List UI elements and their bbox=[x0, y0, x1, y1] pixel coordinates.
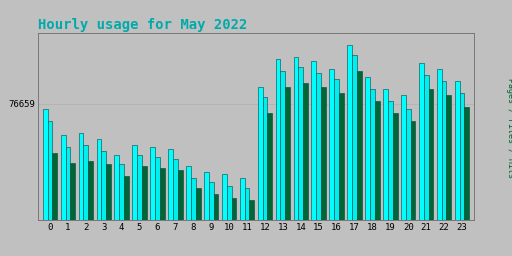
Bar bbox=[191, 178, 196, 256]
Bar bbox=[231, 198, 237, 256]
Bar bbox=[370, 89, 375, 256]
Bar bbox=[168, 148, 173, 256]
Bar bbox=[298, 67, 303, 256]
Bar bbox=[352, 55, 357, 256]
Bar bbox=[119, 165, 124, 256]
Bar bbox=[285, 87, 290, 256]
Bar bbox=[106, 165, 111, 256]
Bar bbox=[281, 71, 285, 256]
Bar bbox=[48, 121, 52, 256]
Bar bbox=[321, 87, 326, 256]
Bar bbox=[464, 107, 469, 256]
Bar bbox=[137, 155, 142, 256]
Bar bbox=[303, 83, 308, 256]
Bar bbox=[196, 188, 201, 256]
Bar bbox=[334, 79, 339, 256]
Bar bbox=[52, 153, 57, 256]
Bar bbox=[178, 170, 183, 256]
Bar bbox=[411, 121, 415, 256]
Bar bbox=[429, 89, 433, 256]
Bar bbox=[132, 145, 137, 256]
Bar bbox=[339, 93, 344, 256]
Bar bbox=[375, 101, 380, 256]
Bar bbox=[311, 61, 316, 256]
Bar bbox=[88, 161, 93, 256]
Bar bbox=[316, 73, 321, 256]
Bar bbox=[240, 178, 245, 256]
Bar bbox=[114, 155, 119, 256]
Text: Pages / Files / Hits: Pages / Files / Hits bbox=[506, 78, 512, 178]
Bar bbox=[437, 69, 442, 256]
Bar bbox=[101, 151, 106, 256]
Text: Hourly usage for May 2022: Hourly usage for May 2022 bbox=[38, 18, 248, 32]
Bar bbox=[204, 173, 209, 256]
Bar bbox=[401, 95, 406, 256]
Bar bbox=[263, 97, 267, 256]
Bar bbox=[442, 81, 446, 256]
Bar bbox=[329, 69, 334, 256]
Bar bbox=[173, 158, 178, 256]
Bar bbox=[267, 113, 272, 256]
Bar bbox=[383, 89, 388, 256]
Bar bbox=[222, 174, 227, 256]
Bar bbox=[61, 135, 66, 256]
Bar bbox=[43, 109, 48, 256]
Bar bbox=[365, 77, 370, 256]
Bar bbox=[293, 57, 298, 256]
Bar bbox=[357, 71, 362, 256]
Bar bbox=[245, 188, 249, 256]
Bar bbox=[150, 147, 155, 256]
Bar bbox=[406, 109, 411, 256]
Bar bbox=[393, 113, 398, 256]
Bar bbox=[258, 87, 263, 256]
Bar bbox=[388, 101, 393, 256]
Bar bbox=[70, 163, 75, 256]
Bar bbox=[83, 145, 88, 256]
Bar bbox=[97, 139, 101, 256]
Bar bbox=[446, 95, 451, 256]
Bar bbox=[79, 133, 83, 256]
Bar bbox=[186, 166, 191, 256]
Bar bbox=[155, 156, 160, 256]
Bar bbox=[209, 182, 214, 256]
Bar bbox=[160, 168, 165, 256]
Bar bbox=[227, 186, 231, 256]
Bar bbox=[66, 147, 70, 256]
Bar bbox=[460, 93, 464, 256]
Bar bbox=[249, 200, 254, 256]
Bar bbox=[424, 75, 429, 256]
Bar bbox=[214, 194, 219, 256]
Bar bbox=[347, 45, 352, 256]
Bar bbox=[419, 63, 424, 256]
Bar bbox=[124, 176, 129, 256]
Bar bbox=[455, 81, 460, 256]
Bar bbox=[142, 166, 147, 256]
Bar bbox=[275, 59, 281, 256]
